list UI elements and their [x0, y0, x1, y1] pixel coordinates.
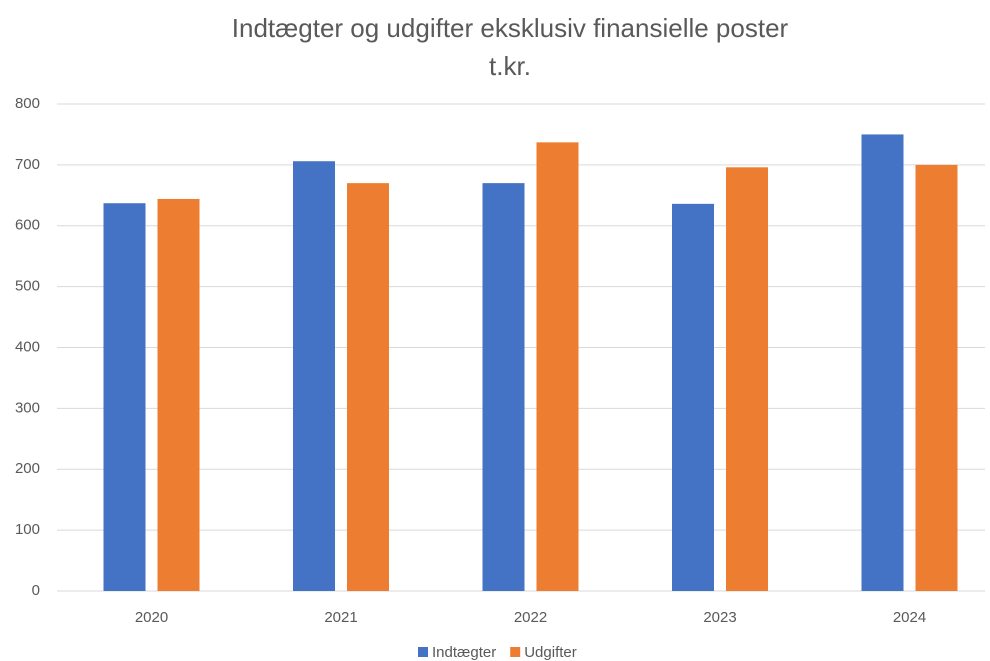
x-tick-label: 2021: [324, 609, 357, 626]
chart-title: Indtægter og udgifter eksklusiv finansie…: [232, 13, 789, 43]
x-tick-label: 2022: [514, 609, 547, 626]
chart-subtitle: t.kr.: [489, 51, 531, 81]
x-tick-label: 2020: [135, 609, 168, 626]
legend-swatch: [510, 647, 521, 657]
y-tick-label: 100: [15, 521, 40, 538]
y-tick-label: 0: [32, 582, 40, 599]
y-tick-label: 300: [15, 399, 40, 416]
bar: [861, 134, 904, 591]
bar: [536, 142, 579, 591]
bar: [157, 198, 200, 591]
bar: [293, 161, 335, 591]
y-tick-label: 200: [15, 460, 40, 477]
bar: [103, 203, 146, 591]
bar: [347, 183, 389, 591]
y-tick-label: 700: [15, 156, 40, 173]
bar: [915, 164, 958, 591]
y-tick-label: 400: [15, 338, 40, 355]
bar: [726, 167, 768, 591]
bar: [482, 183, 525, 591]
x-tick-label: 2024: [893, 609, 926, 626]
x-tick-label: 2023: [703, 609, 736, 626]
y-tick-label: 600: [15, 217, 40, 234]
legend-label: Udgifter: [524, 644, 577, 661]
bar: [672, 203, 714, 591]
legend-label: Indtægter: [432, 644, 496, 661]
y-tick-label: 800: [15, 95, 40, 112]
y-tick-label: 500: [15, 278, 40, 295]
legend-swatch: [418, 647, 428, 657]
